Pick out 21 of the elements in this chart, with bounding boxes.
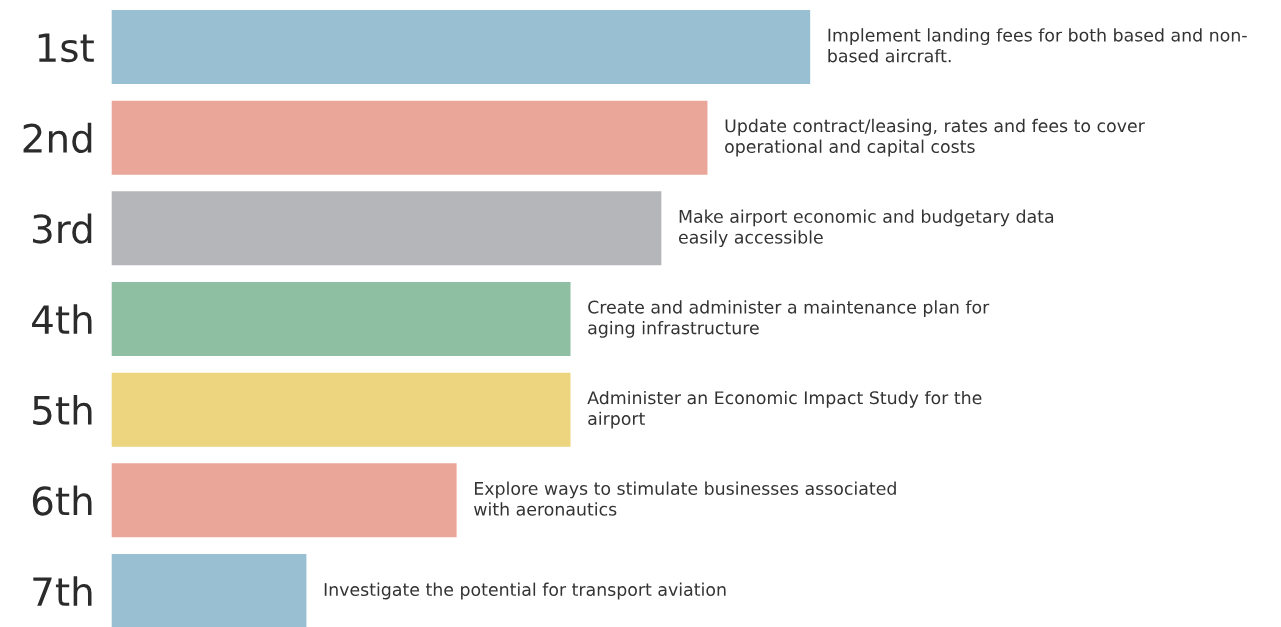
y-tick-label: 7th	[33, 576, 92, 606]
bar	[111, 372, 571, 447]
y-tick-label: 6th	[32, 485, 92, 516]
y-tick-label: 3rd	[33, 213, 92, 244]
y-tick-label: 2nd	[23, 122, 92, 153]
annotation: Administer an Economic Impact Study for the airport	[587, 390, 982, 429]
bar	[111, 463, 457, 538]
annotation: Implement landing fees for both based and non- based aircraft.	[828, 28, 1247, 63]
bar	[111, 100, 708, 175]
annotation: Create and administer a maintenance plan for aging infrastructure	[588, 300, 990, 338]
bar	[111, 9, 811, 84]
annotation: Explore ways to stimulate businesses associated with aeronautics	[474, 481, 896, 516]
bar	[111, 281, 571, 356]
y-tick-label: 1st	[38, 33, 94, 63]
y-tick-label: 5th	[33, 394, 92, 425]
annotation: Make airport economic and budgetary data easily accessible	[678, 209, 1054, 248]
annotation: Update contract/leasing, rates and fees to cover operational and capital costs	[725, 118, 1145, 157]
bar	[111, 554, 307, 627]
bar	[111, 191, 662, 266]
y-tick-label: 4th	[32, 304, 92, 334]
annotation: Investigate the potential for transport aviation	[324, 582, 726, 600]
